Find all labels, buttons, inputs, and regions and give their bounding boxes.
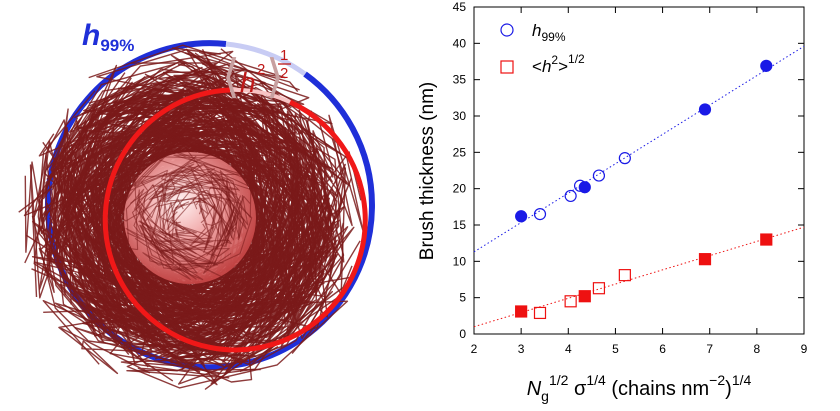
legend-label-h99: h99% <box>532 21 566 44</box>
legend-marker-square <box>500 60 514 74</box>
legend-marker-circle <box>500 23 514 37</box>
open-square-point <box>592 282 606 295</box>
filled-circle-point <box>760 59 773 72</box>
legend: h99% <h2>1/2 <box>500 21 585 76</box>
h99-label: h99% <box>82 19 134 55</box>
svg-text:2: 2 <box>280 65 288 82</box>
fit-line-series-1 <box>473 226 805 328</box>
inner-ring-faded-arc <box>229 87 291 104</box>
polymer-chain <box>148 145 259 218</box>
polymer-chain <box>190 163 249 241</box>
filled-square-point <box>578 290 591 303</box>
x-tick-label: 3 <box>518 342 525 356</box>
y-tick-label: 30 <box>453 109 467 123</box>
x-tick-label: 5 <box>612 342 619 356</box>
polymer-chain <box>143 207 318 333</box>
open-circle-point <box>533 208 547 221</box>
open-circle-point <box>618 152 631 165</box>
inner-ring-h2 <box>102 87 368 353</box>
x-tick-label: 2 <box>471 342 478 356</box>
polymer-chain <box>138 220 216 271</box>
h2-label: ⟨ h 2 ⟩ 1 2 <box>222 47 291 102</box>
data-points <box>515 59 773 320</box>
polymer-chains-front <box>115 142 259 281</box>
filled-square-point <box>698 253 712 266</box>
x-axis-label: Ng1/2 σ1/4 (chains nm−2)1/4 <box>527 372 752 404</box>
polymer-chain <box>106 253 320 363</box>
polymer-chain <box>153 228 230 262</box>
svg-text:1: 1 <box>280 47 288 64</box>
y-tick-label: 40 <box>453 36 467 50</box>
y-tick-label: 10 <box>453 254 467 268</box>
open-circle-point <box>564 189 577 203</box>
polymer-chain <box>151 165 239 204</box>
x-tick-label: 7 <box>706 342 713 356</box>
y-axis-label: Brush thickness (nm) <box>417 82 438 260</box>
polymer-chain <box>136 189 198 274</box>
open-square-point <box>618 269 631 282</box>
open-square-point <box>533 306 547 320</box>
y-tick-label: 45 <box>453 0 467 14</box>
filled-circle-point <box>515 210 528 223</box>
polymer-chain <box>205 178 239 259</box>
open-circle-point <box>592 169 606 182</box>
y-tick-label: 20 <box>453 182 467 196</box>
polymer-chain <box>178 151 362 385</box>
y-axis-ticks: 0 5 10 15 20 25 30 35 40 45 <box>453 0 804 341</box>
filled-square-point <box>760 233 773 246</box>
x-tick-label: 4 <box>565 342 572 356</box>
legend-label-h2: <h2>1/2 <box>532 52 585 76</box>
polymer-chain <box>172 63 330 262</box>
polymer-chain <box>132 104 307 234</box>
filled-circle-point <box>698 103 712 116</box>
polymer-chain <box>129 155 197 244</box>
polymer-chain <box>59 148 206 367</box>
filled-circle-point <box>578 181 591 194</box>
svg-text:⟩: ⟩ <box>266 50 284 102</box>
y-tick-label: 15 <box>453 218 467 232</box>
legend-entry-h2: <h2>1/2 <box>500 52 585 76</box>
y-tick-label: 35 <box>453 73 467 87</box>
x-tick-label: 9 <box>801 342 808 356</box>
polymer-chain <box>173 74 331 265</box>
y-tick-label: 5 <box>459 291 466 305</box>
polymer-chain <box>40 203 252 365</box>
legend-entry-h99: h99% <box>500 21 566 44</box>
polymer-chain <box>92 233 327 358</box>
svg-text:2: 2 <box>257 61 265 78</box>
open-square-point <box>564 295 577 308</box>
polymer-brush-illustration: h99% ⟨ h 2 ⟩ 1 2 <box>18 19 375 390</box>
plot-frame <box>473 6 805 335</box>
x-tick-label: 6 <box>659 342 666 356</box>
fit-lines <box>473 45 805 328</box>
y-tick-label: 25 <box>453 145 467 159</box>
fit-line-series-0 <box>473 45 805 253</box>
x-axis-ticks: 2 3 4 5 6 7 8 9 <box>471 7 808 356</box>
polymer-chain <box>115 146 222 229</box>
x-tick-label: 8 <box>754 342 761 356</box>
filled-square-point <box>515 305 528 318</box>
polymer-chain <box>125 217 223 281</box>
svg-text:h: h <box>240 67 256 98</box>
outer-ring-faded-arc <box>225 41 307 77</box>
y-tick-label: 0 <box>459 327 466 341</box>
polymer-chain <box>142 154 256 209</box>
svg-text:⟨: ⟨ <box>222 50 240 102</box>
